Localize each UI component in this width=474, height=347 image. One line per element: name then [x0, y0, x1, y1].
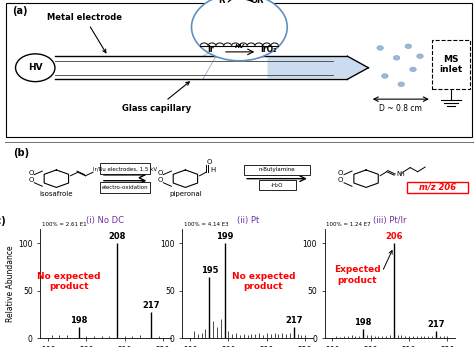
Circle shape: [417, 54, 423, 59]
Text: HV: HV: [28, 63, 43, 72]
Text: (ii) Pt: (ii) Pt: [237, 215, 259, 225]
Circle shape: [393, 56, 400, 60]
Text: No expected
product: No expected product: [232, 272, 295, 291]
Text: IrO₂: IrO₂: [260, 45, 277, 54]
Text: N: N: [397, 171, 402, 177]
Text: piperonal: piperonal: [169, 191, 202, 196]
Polygon shape: [267, 57, 367, 78]
Text: 198: 198: [355, 318, 372, 327]
FancyBboxPatch shape: [2, 142, 474, 225]
Text: m/z 206: m/z 206: [419, 183, 456, 192]
Circle shape: [16, 54, 55, 82]
Text: (i) No DC: (i) No DC: [86, 215, 125, 225]
Text: O: O: [338, 170, 344, 176]
Text: 100% = 4.14 E3: 100% = 4.14 E3: [184, 222, 228, 227]
Text: (c): (c): [0, 216, 6, 226]
Text: Glass capillary: Glass capillary: [122, 82, 191, 113]
Text: Expected
product: Expected product: [334, 265, 381, 285]
Text: 100% = 1.24 E7: 100% = 1.24 E7: [326, 222, 371, 227]
FancyBboxPatch shape: [100, 182, 150, 193]
FancyBboxPatch shape: [259, 180, 296, 190]
Circle shape: [405, 44, 411, 49]
Text: R: R: [219, 0, 225, 5]
Text: O: O: [338, 177, 344, 183]
Text: 217: 217: [143, 301, 160, 310]
Text: O: O: [28, 177, 34, 183]
Text: H: H: [399, 172, 404, 177]
Text: isosafrole: isosafrole: [40, 191, 73, 196]
Text: O: O: [28, 170, 34, 176]
Text: No expected
product: No expected product: [37, 272, 100, 291]
Text: Metal electrode: Metal electrode: [47, 13, 122, 53]
Text: electro-oxidation: electro-oxidation: [101, 185, 148, 190]
Circle shape: [382, 74, 388, 78]
Text: Ir: Ir: [207, 45, 214, 54]
Text: n-Butylamine: n-Butylamine: [258, 168, 295, 172]
FancyBboxPatch shape: [100, 163, 150, 174]
Text: D ~ 0.8 cm: D ~ 0.8 cm: [379, 104, 422, 113]
Text: O: O: [206, 159, 211, 164]
Text: 217: 217: [285, 316, 302, 325]
FancyBboxPatch shape: [244, 165, 310, 175]
Circle shape: [377, 45, 383, 50]
Text: 100% = 2.61 E1: 100% = 2.61 E1: [42, 222, 86, 227]
Y-axis label: Relative Abundance: Relative Abundance: [6, 245, 15, 322]
Text: OR: OR: [250, 0, 264, 5]
Text: 217: 217: [427, 320, 445, 329]
Text: 199: 199: [216, 232, 233, 242]
Circle shape: [191, 0, 287, 61]
Text: 198: 198: [70, 316, 87, 325]
Text: 208: 208: [108, 232, 126, 242]
Text: (iii) Pt/Ir: (iii) Pt/Ir: [373, 215, 407, 225]
Text: (a): (a): [12, 6, 27, 16]
Circle shape: [398, 82, 404, 87]
Text: 206: 206: [385, 232, 402, 242]
Text: Ir/Ru electrodes, 1.5 kV: Ir/Ru electrodes, 1.5 kV: [93, 166, 157, 171]
Circle shape: [410, 67, 416, 72]
Text: -H₂O: -H₂O: [271, 183, 283, 188]
Text: HV: HV: [235, 44, 245, 49]
Text: O: O: [157, 170, 163, 176]
Text: H: H: [211, 167, 216, 173]
FancyBboxPatch shape: [407, 181, 468, 193]
Text: (b): (b): [13, 147, 29, 158]
Text: 195: 195: [201, 266, 218, 274]
Text: MS
inlet: MS inlet: [439, 55, 463, 74]
FancyBboxPatch shape: [432, 40, 470, 89]
Text: O: O: [157, 177, 163, 183]
